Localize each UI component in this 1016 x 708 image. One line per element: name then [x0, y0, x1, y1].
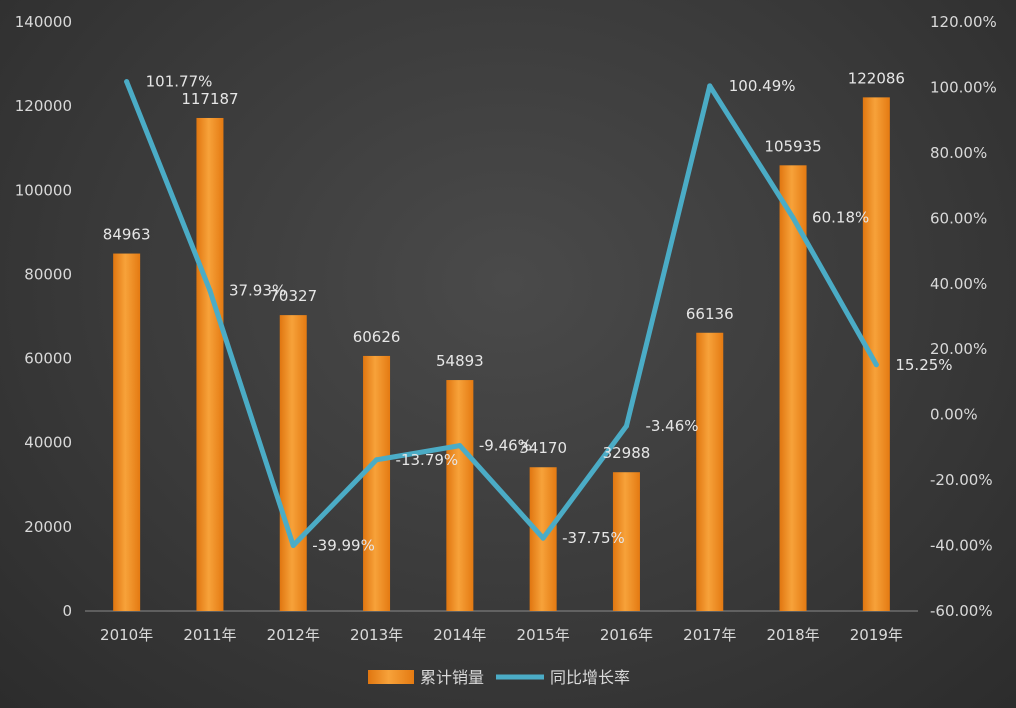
x-axis-tick: 2018年 [766, 626, 819, 644]
line-data-label: -9.46% [479, 437, 532, 455]
legend: 累计销量 同比增长率 [368, 668, 630, 687]
line-data-label: 15.25% [895, 356, 952, 374]
bar-data-label: 32988 [603, 444, 651, 462]
line-point [290, 543, 296, 549]
right-axis-tick: 80.00% [930, 144, 987, 162]
x-axis-tick: 2015年 [517, 626, 570, 644]
line-data-label: 100.49% [729, 77, 796, 95]
right-axis-tick: 0.00% [930, 406, 978, 424]
right-axis-tick: -60.00% [930, 602, 993, 620]
legend-swatch-bar [368, 670, 414, 684]
left-axis-tick: 80000 [24, 265, 72, 283]
x-axis-tick: 2010年 [100, 626, 153, 644]
bar [696, 332, 724, 611]
x-axis-tick: 2017年 [683, 626, 736, 644]
right-axis-tick: 100.00% [930, 78, 997, 96]
line-data-label: 101.77% [146, 73, 213, 91]
left-axis-tick: 40000 [24, 434, 72, 452]
line-point [707, 83, 713, 89]
line-data-labels: 101.77% 37.93% -39.99% -13.79% -9.46% -37.75%… [146, 73, 953, 555]
line-data-label: -39.99% [312, 537, 375, 555]
bar-data-label: 122086 [848, 69, 905, 87]
bar [779, 165, 807, 611]
right-axis-tick: 20.00% [930, 340, 987, 358]
bar-data-label: 84963 [103, 226, 151, 244]
line-data-label: 37.93% [229, 282, 286, 300]
line-point [374, 457, 380, 463]
line-point [623, 423, 629, 429]
bar-data-label: 60626 [353, 328, 401, 346]
x-axis-tick: 2013年 [350, 626, 403, 644]
line-point [124, 79, 130, 85]
x-axis-tick: 2014年 [433, 626, 486, 644]
bar [612, 472, 640, 611]
right-axis-tick: 40.00% [930, 275, 987, 293]
right-axis-tick: 120.00% [930, 13, 997, 31]
x-axis-tick: 2011年 [183, 626, 236, 644]
growth-line [124, 79, 879, 549]
right-axis: -60.00% -40.00% -20.00% 0.00% 20.00% 40.00% 60… [930, 13, 997, 620]
line-series [124, 79, 879, 549]
line-point [790, 215, 796, 221]
bar-data-label: 54893 [436, 352, 484, 370]
line-data-label: -37.75% [562, 529, 625, 547]
bar [196, 117, 224, 612]
bar-data-label: 66136 [686, 305, 734, 323]
bar-data-labels: 84963 117187 70327 60626 54893 34170 32988 6613… [103, 69, 905, 462]
left-axis: 0 20000 40000 60000 80000 100000 120000 140000 [15, 13, 72, 620]
bar-data-label: 105935 [764, 137, 821, 155]
bar [862, 97, 890, 611]
x-axis-tick: 2019年 [850, 626, 903, 644]
bar-data-label: 117187 [181, 90, 238, 108]
x-axis-ticks: 2010年 2011年 2012年 2013年 2014年 2015年 2016年 2017年… [100, 626, 903, 644]
bar-data-label: 34170 [519, 439, 567, 457]
bar-data-label: 70327 [269, 287, 317, 305]
bar [279, 315, 307, 611]
legend-label-line: 同比增长率 [550, 668, 630, 687]
line-data-label: -3.46% [645, 417, 698, 435]
left-axis-tick: 120000 [15, 97, 72, 115]
line-point [873, 362, 879, 368]
bar [363, 355, 391, 611]
left-axis-tick: 0 [62, 602, 72, 620]
left-axis-tick: 140000 [15, 13, 72, 31]
right-axis-tick: -40.00% [930, 537, 993, 555]
bar [446, 380, 474, 611]
left-axis-tick: 20000 [24, 518, 72, 536]
bar-series [113, 97, 890, 612]
x-axis-tick: 2012年 [267, 626, 320, 644]
line-point [540, 535, 546, 541]
right-axis-tick: -20.00% [930, 471, 993, 489]
x-axis-tick: 2016年 [600, 626, 653, 644]
left-axis-tick: 60000 [24, 350, 72, 368]
right-axis-tick: 60.00% [930, 209, 987, 227]
legend-label-bar: 累计销量 [420, 668, 484, 687]
line-data-label: -13.79% [396, 451, 459, 469]
line-point [207, 288, 213, 294]
left-axis-tick: 100000 [15, 181, 72, 199]
line-point [457, 443, 463, 449]
line-data-label: 60.18% [812, 209, 869, 227]
bar [113, 253, 141, 611]
